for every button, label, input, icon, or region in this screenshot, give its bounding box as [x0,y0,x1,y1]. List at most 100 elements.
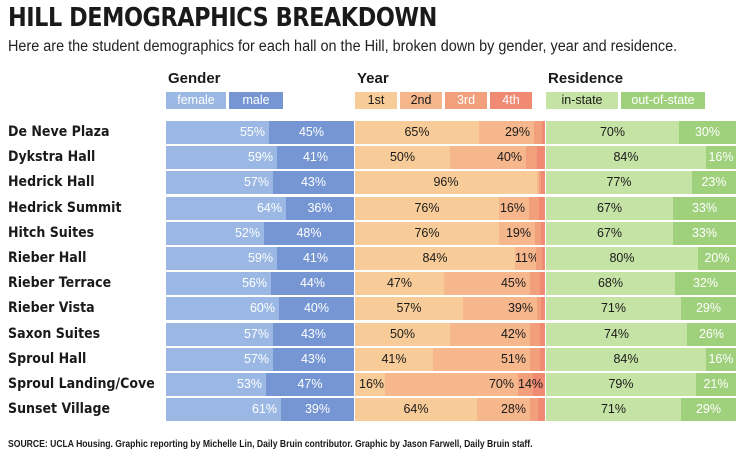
bar-segment-year-4th [542,121,545,144]
bar-segment-gender-female: 57% [166,347,273,371]
bar-segment-residence-in-state: 70% [546,121,679,144]
bar-segment-residence-out-of-state: 32% [675,272,736,296]
bar-segment-residence-in-state: 79% [546,373,696,396]
bar-segment-year-1st: 64% [355,398,477,422]
legend-3rd: 3rd [445,92,487,109]
bar-segment-year-3rd [537,297,541,321]
chart-subtitle: Here are the student demographics for ea… [8,38,678,55]
bar-segment-gender-male: 41% [277,146,354,170]
bar-segment-year-1st: 84% [355,247,515,270]
bar-segment-gender-male: 44% [271,272,354,296]
bar-segment-year-3rd [530,398,538,422]
bar-segment-gender-male: 40% [279,297,354,321]
bar-segment-residence-in-state: 67% [546,221,673,245]
row-label: Hedrick Summit [8,199,122,216]
bar-segment-year-1st: 57% [355,297,463,321]
bar-segment-residence-in-state: 74% [546,322,687,346]
bar-segment-gender-male: 47% [266,373,354,396]
legend-male: male [229,92,283,109]
legend-2nd: 2nd [400,92,442,109]
bar-segment-year-3rd [526,146,537,170]
bar-segment-residence-out-of-state: 33% [673,221,736,245]
row-label: Rieber Hall [8,250,87,266]
bar-segment-gender-female: 60% [166,297,279,321]
bar-segment-year-2nd: 16% [499,196,529,220]
bar-segment-year-1st: 16% [355,373,385,396]
legend-1st: 1st [355,92,397,109]
legend-4th: 4th [490,92,532,109]
bar-segment-year-3rd [530,272,540,296]
bar-segment-residence-out-of-state: 16% [706,347,736,371]
bar-segment-residence-in-state: 77% [546,171,692,195]
bar-segment-gender-male: 43% [273,171,354,195]
gender-group-title: Gender [168,70,221,87]
bar-segment-year-1st: 41% [355,347,433,371]
bar-segment-year-2nd: 39% [463,297,537,321]
bar-segment-residence-in-state: 68% [546,272,675,296]
row-label: Dykstra Hall [8,149,96,166]
bar-segment-residence-out-of-state: 20% [698,247,736,270]
row-label: Saxon Suites [8,325,101,342]
bar-segment-year-2nd: 29% [479,121,534,144]
bar-segment-residence-in-state: 67% [546,196,673,220]
bar-segment-year-4th [538,398,545,422]
bar-segment-residence-out-of-state: 30% [679,121,736,144]
bar-segment-residence-in-state: 71% [546,398,681,422]
bar-segment-year-4th [540,347,545,371]
bar-segment-year-3rd [535,221,541,245]
bar-segment-residence-out-of-state: 16% [706,146,736,170]
row-label: Hitch Suites [8,224,95,241]
bar-segment-year-3rd [536,247,542,270]
bar-segment-year-1st: 96% [355,171,537,195]
bar-segment-gender-male: 36% [286,196,354,220]
bar-segment-residence-out-of-state: 33% [673,196,736,220]
bar-segment-year-4th [542,247,545,270]
bar-segment-year-1st: 76% [355,196,499,220]
residence-group-title: Residence [548,70,624,87]
bar-segment-year-1st: 76% [355,221,499,245]
row-label: De Neve Plaza [8,124,110,140]
legend-out-of-state: out-of-state [621,92,705,109]
bar-segment-year-4th [540,272,545,296]
bar-segment-year-2nd: 11% [515,247,536,270]
bar-segment-gender-female: 57% [166,171,273,195]
bar-segment-gender-male: 43% [273,347,354,371]
bar-segment-gender-male: 39% [281,398,354,422]
bar-segment-year-1st: 50% [355,146,450,170]
row-label: Sunset Village [8,401,111,418]
bar-segment-gender-male: 43% [273,322,354,346]
bar-segment-year-4th [533,373,545,396]
bar-segment-residence-in-state: 71% [546,297,681,321]
row-label: Rieber Terrace [8,275,112,292]
bar-segment-residence-in-state: 84% [546,146,706,170]
bar-segment-gender-female: 56% [166,272,271,296]
bar-segment-year-3rd [529,196,539,220]
chart-title: HILL DEMOGRAPHICS BREAKDOWN [8,3,437,33]
bar-segment-residence-out-of-state: 26% [687,322,736,346]
bar-segment-gender-female: 53% [166,373,266,396]
bar-segment-gender-female: 55% [166,121,269,144]
bar-segment-year-3rd [530,347,540,371]
bar-segment-year-4th [541,221,545,245]
bar-segment-gender-female: 61% [166,398,281,422]
bar-segment-gender-female: 52% [166,221,264,245]
bar-segment-year-2nd: 40% [450,146,526,170]
bar-segment-gender-female: 59% [166,247,277,270]
bar-segment-year-1st: 65% [355,121,479,144]
bar-segment-year-4th [537,146,545,170]
row-label: Rieber Vista [8,300,95,317]
bar-segment-gender-male: 45% [269,121,354,144]
bar-segment-year-2nd: 51% [433,347,530,371]
bar-segment-year-3rd [534,121,542,144]
bar-segment-year-4th [539,196,545,220]
bar-segment-year-4th [541,297,545,321]
row-label: Sproul Landing/Cove [8,376,155,392]
bar-segment-year-3rd [530,322,540,346]
row-label: Sproul Hall [8,350,87,367]
bar-segment-year-1st: 47% [355,272,444,296]
bar-segment-gender-male: 48% [264,221,354,245]
bar-segment-gender-male: 41% [277,247,354,270]
bar-segment-year-3rd: 14% [518,373,543,396]
bar-segment-year-3rd [539,171,541,195]
bar-segment-gender-female: 57% [166,322,273,346]
